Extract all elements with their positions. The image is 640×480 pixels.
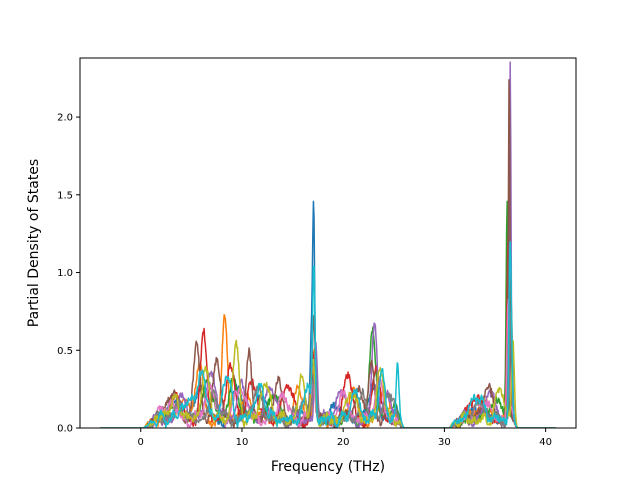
x-axis-label: Frequency (THz) [271, 459, 385, 475]
y-tick-label: 0.5 [57, 346, 73, 357]
x-tick-label: 0 [138, 437, 144, 448]
x-tick-label: 20 [337, 437, 350, 448]
y-tick-label: 2.0 [57, 113, 73, 124]
x-axis: 0 10 20 30 40 [138, 428, 552, 448]
y-axis: 0.0 0.5 1.0 1.5 2.0 [57, 113, 80, 435]
y-tick-label: 1.0 [57, 268, 73, 279]
y-tick-label: 1.5 [57, 190, 73, 201]
x-tick-label: 10 [236, 437, 249, 448]
series-line [100, 339, 556, 428]
y-tick-label: 0.0 [57, 424, 73, 435]
series-layer [100, 61, 556, 428]
x-tick-label: 40 [539, 437, 552, 448]
y-axis-label: Partial Density of States [26, 159, 42, 327]
plot-frame [79, 57, 577, 429]
series-line [100, 241, 556, 428]
x-tick-label: 30 [438, 437, 451, 448]
